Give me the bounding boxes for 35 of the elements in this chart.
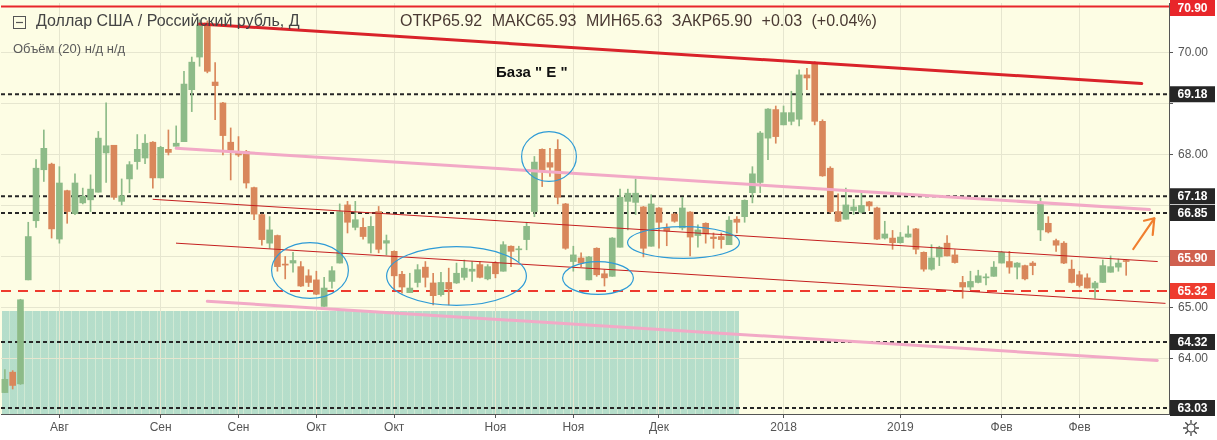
y-tick-label: 70.00 [1178, 44, 1209, 59]
candlestick [445, 267, 453, 306]
x-tick-label: Фев [990, 419, 1013, 434]
ref-line-label: 67.18 [1177, 189, 1208, 204]
x-tick-label: Дек [648, 419, 670, 434]
text: 65.90 [1170, 250, 1215, 266]
ref-line-label: 70.90 [1177, 0, 1208, 15]
annotation: База " Е " [496, 63, 568, 81]
ref-line-label: 64.32 [1177, 334, 1208, 349]
y-tick-label: 68.00 [1178, 146, 1209, 161]
ref-line-label: 66.85 [1177, 205, 1208, 220]
y-tick-label: 64.00 [1178, 350, 1209, 365]
x-tick-label: Ноя [562, 419, 585, 434]
candlestick [172, 125, 180, 147]
x-tick-label: 2019 [887, 419, 915, 434]
x-tick-label: Сен [227, 419, 250, 434]
candlestick [733, 216, 741, 234]
ref-line-label: 69.18 [1177, 87, 1208, 102]
x-tick-label: Окт [306, 419, 327, 434]
y-tick-label: 65.00 [1178, 299, 1209, 314]
text: ОТКР65.92 МАКС65.93 МИН65.63 ЗАКР65.90 +0.03 (+0.04%) [400, 12, 877, 30]
x-tick-label: 2018 [770, 419, 798, 434]
candlestick [515, 245, 523, 262]
candlestick [1122, 259, 1130, 276]
ref-line-label: 65.32 [1177, 283, 1208, 298]
annotation: Объём (20) н/д н/д [13, 40, 126, 58]
candlestick [406, 272, 414, 293]
x-tick-label: Фев [1068, 419, 1091, 434]
x-tick-label: Ноя [484, 419, 507, 434]
x-tick-label: Сен [149, 419, 172, 434]
text: Доллар США / Российский рубль, Д [36, 12, 300, 30]
x-tick-label: Авг [50, 419, 70, 434]
candlestick [227, 127, 235, 181]
ref-line-label: 63.03 [1177, 400, 1208, 415]
x-tick-label: Окт [384, 419, 405, 434]
